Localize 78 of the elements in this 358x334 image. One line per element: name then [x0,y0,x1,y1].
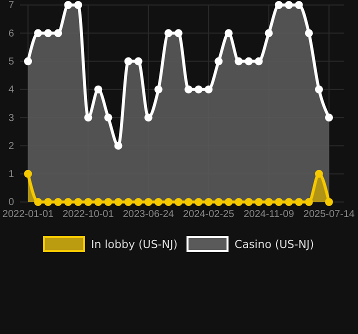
point [224,198,233,206]
point [194,198,203,206]
point [44,29,52,38]
point [164,29,172,38]
point [24,170,32,178]
point [284,1,293,9]
point [254,57,263,66]
point [124,198,132,206]
legend-label: In lobby (US-NJ) [91,238,178,251]
point [325,114,333,122]
x-tick-label: 2022-10-01 [62,209,114,220]
point [284,198,293,206]
point [254,198,263,206]
point [234,198,243,206]
point [214,57,223,66]
point [104,114,112,122]
point [164,198,172,206]
point [34,29,42,38]
point [144,198,152,206]
point [314,170,323,178]
point [294,1,303,9]
x-tick-label: 2022-01-01 [2,209,54,220]
y-tick-label: 1 [8,169,14,180]
point [144,114,152,122]
point [134,57,142,66]
point [174,198,182,206]
y-tick-label: 4 [8,84,14,96]
point [64,198,72,206]
point [194,85,203,94]
point [104,198,112,206]
x-tick-label: 2023-06-24 [122,209,174,220]
y-tick-label: 5 [8,56,14,68]
point [64,1,72,9]
point [204,198,213,206]
point [154,85,162,94]
point [54,198,62,206]
point [184,198,193,206]
point [224,29,233,38]
point [114,198,122,206]
point [114,142,122,150]
point [214,198,223,206]
point [325,198,333,206]
point [24,57,32,66]
point [184,85,193,94]
point [44,198,52,206]
y-tick-label: 3 [8,112,14,124]
point [84,114,92,122]
point [274,1,283,9]
legend-label: Casino (US-NJ) [234,238,314,251]
point [204,85,213,94]
point [264,29,273,38]
point [84,198,92,206]
point [74,1,82,9]
point [124,57,132,66]
point [54,29,62,38]
x-tick-label: 2024-11-09 [244,209,294,220]
point [154,198,162,206]
y-tick-label: 7 [8,0,14,12]
point [274,198,283,206]
y-tick-label: 2 [8,140,14,152]
point [304,29,313,38]
x-tick-label: 2024-02-25 [183,209,235,220]
point [94,85,102,94]
point [244,57,253,66]
point [234,57,243,66]
point [294,198,303,206]
point [74,198,82,206]
point [34,198,42,206]
point [244,198,253,206]
y-tick-label: 0 [8,197,14,208]
y-tick-label: 6 [8,28,14,40]
point [94,198,102,206]
x-tick-label: 2025-07-14 [303,209,356,220]
point [304,198,313,206]
point [314,85,323,94]
point [264,198,273,206]
point [134,198,142,206]
point [174,29,182,38]
